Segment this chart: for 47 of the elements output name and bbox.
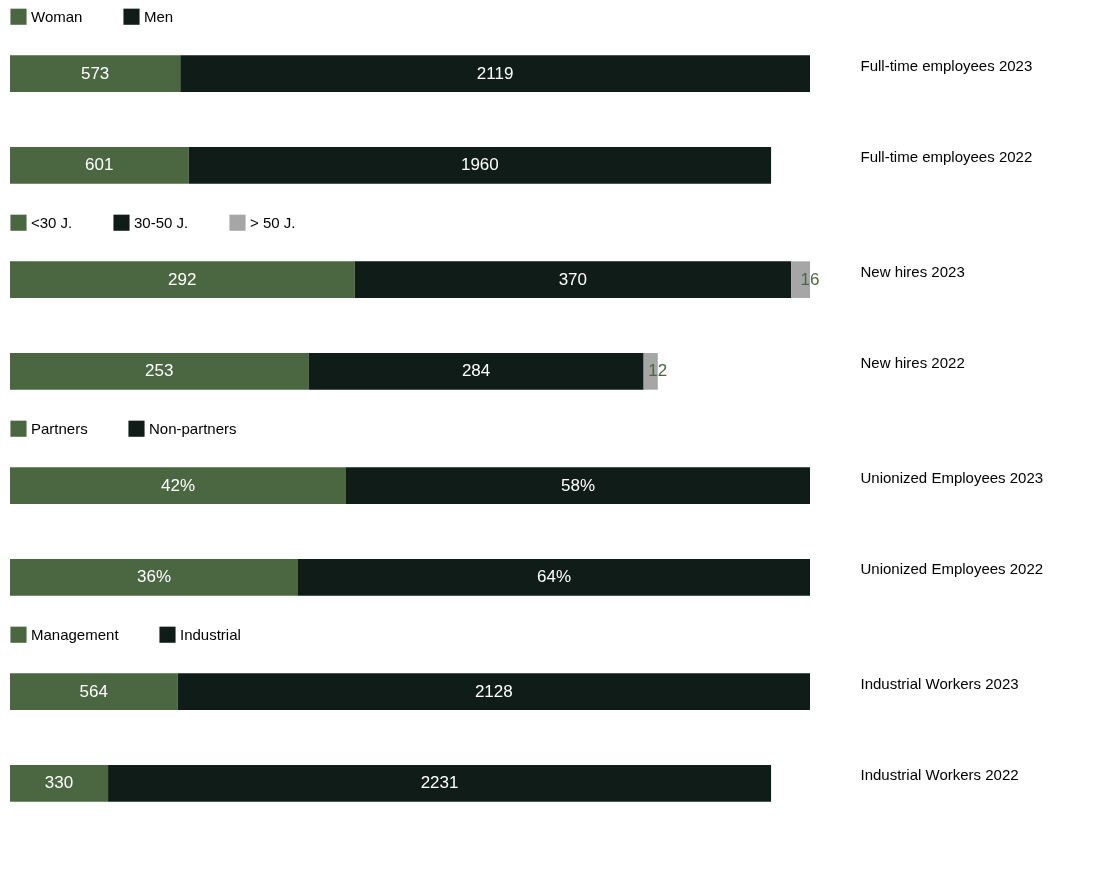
legend-label: Industrial <box>180 625 241 643</box>
data-label: 1960 <box>460 155 499 175</box>
data-label: 370 <box>558 269 588 289</box>
data-label: 330 <box>44 773 74 793</box>
y-tick-label: Industrial Workers 2022 <box>860 766 1019 784</box>
data-label: 2231 <box>420 773 459 793</box>
bar <box>10 147 189 184</box>
data-label: 284 <box>461 361 491 381</box>
y-tick-label: New hires 2023 <box>860 262 965 280</box>
legend-label: Men <box>144 7 174 25</box>
legend-label: Woman <box>31 7 83 25</box>
y-tick-label: Unionized Employees 2023 <box>860 468 1044 486</box>
legend-label: <30 J. <box>31 213 73 231</box>
data-label: 292 <box>168 269 197 289</box>
data-label: 2119 <box>476 63 514 83</box>
bar <box>308 353 644 390</box>
bar <box>10 261 355 298</box>
bar <box>10 765 109 802</box>
data-label: 64% <box>536 567 572 587</box>
legend-label: Management <box>31 625 120 643</box>
data-label: 564 <box>79 681 108 701</box>
data-label: 36% <box>136 567 172 587</box>
data-label: 2128 <box>474 681 513 701</box>
legend-label: > 50 J. <box>250 213 296 231</box>
y-tick-label: Full-time employees 2023 <box>860 56 1033 74</box>
bar <box>177 673 810 710</box>
data-label: 58% <box>560 475 596 495</box>
bar <box>10 673 178 710</box>
data-label: 601 <box>85 155 114 175</box>
bar <box>354 261 792 298</box>
data-label: 253 <box>145 361 174 381</box>
data-label: 12 <box>648 361 668 381</box>
legend-label: Partners <box>31 419 88 437</box>
data-label: 16 <box>800 269 820 289</box>
y-tick-label: Full-time employees 2022 <box>860 148 1033 166</box>
bar <box>108 765 772 802</box>
y-tick-label: Unionized Employees 2022 <box>860 560 1044 578</box>
y-tick-label: New hires 2022 <box>860 354 965 372</box>
legend-label: 30-50 J. <box>134 213 189 231</box>
bar <box>10 353 309 390</box>
bar <box>188 147 772 184</box>
data-label: 573 <box>80 63 110 83</box>
bar <box>180 55 810 92</box>
legend-label: Non-partners <box>149 419 237 437</box>
data-label: 42% <box>160 475 196 495</box>
y-tick-label: Industrial Workers 2023 <box>860 674 1019 692</box>
bar <box>10 55 181 92</box>
